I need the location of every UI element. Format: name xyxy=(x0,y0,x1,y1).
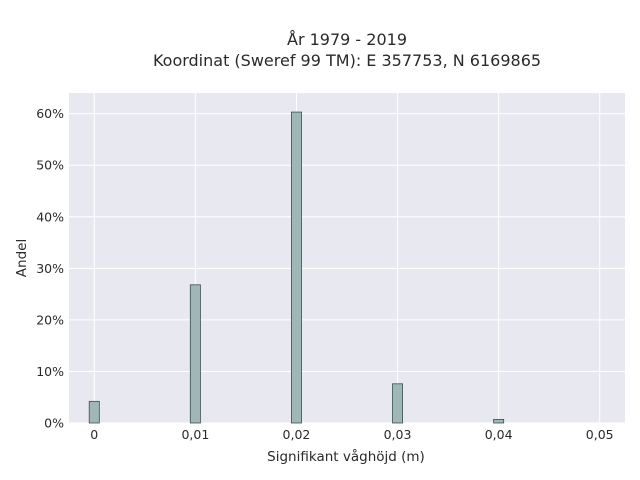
chart-subtitle: Koordinat (Sweref 99 TM): E 357753, N 61… xyxy=(153,51,541,70)
y-tick-label: 50% xyxy=(36,158,64,173)
y-tick-label: 10% xyxy=(36,364,64,379)
y-tick-label: 20% xyxy=(36,312,64,327)
grid-lines xyxy=(69,93,625,424)
x-tick-label: 0,01 xyxy=(181,427,209,442)
histogram-bar xyxy=(493,418,505,424)
chart-title: År 1979 - 2019 xyxy=(287,30,407,49)
y-tick-label: 30% xyxy=(36,261,64,276)
histogram-bar xyxy=(290,111,302,424)
plot-area xyxy=(69,93,625,423)
y-axis-label: Andel xyxy=(14,239,30,277)
x-axis-label: Signifikant våghöjd (m) xyxy=(267,448,425,465)
y-tick-labels: 0% 10% 20% 30% 40% 50% 60% xyxy=(36,106,64,430)
x-tick-label: 0 xyxy=(90,427,98,442)
bars xyxy=(88,111,505,424)
x-tick-label: 0,03 xyxy=(384,427,412,442)
y-tick-label: 0% xyxy=(44,416,64,431)
histogram-bar xyxy=(392,383,403,424)
histogram-bar xyxy=(88,400,100,424)
x-tick-label: 0,04 xyxy=(485,427,513,442)
histogram-bar xyxy=(189,284,201,424)
y-tick-label: 40% xyxy=(36,209,64,224)
y-tick-label: 60% xyxy=(36,106,64,121)
x-tick-labels: 0 0,01 0,02 0,03 0,04 0,05 xyxy=(90,427,613,442)
x-tick-label: 0,02 xyxy=(283,427,311,442)
x-tick-label: 0,05 xyxy=(586,427,614,442)
